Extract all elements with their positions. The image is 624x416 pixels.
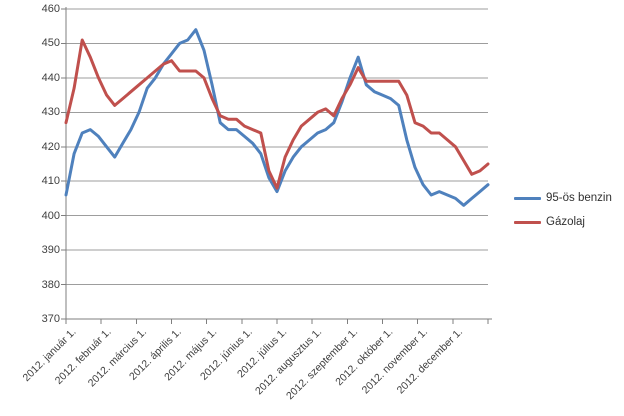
- benzin-line-swatch-icon: [514, 196, 541, 200]
- y-axis-label: 430: [41, 106, 60, 119]
- legend-item-gazolaj: Gázolaj: [514, 210, 612, 234]
- legend: 95-ös benzin Gázolaj: [514, 186, 612, 234]
- y-axis-label: 390: [41, 244, 60, 257]
- y-axis-label: 410: [41, 175, 60, 188]
- y-axis-label: 370: [41, 313, 60, 325]
- y-axis-label: 420: [41, 140, 60, 153]
- legend-item-benzin: 95-ös benzin: [514, 186, 612, 210]
- y-axis-label: 380: [41, 278, 60, 291]
- series-line-0: [64, 28, 490, 207]
- legend-label-benzin: 95-ös benzin: [546, 192, 612, 204]
- y-axis-label: 440: [41, 71, 60, 84]
- y-axis-label: 450: [41, 37, 60, 50]
- series-line-1: [64, 38, 490, 190]
- y-axis-label: 400: [41, 209, 60, 222]
- gazolaj-line-swatch-icon: [514, 220, 541, 224]
- y-axis-label: 460: [41, 3, 60, 15]
- legend-label-gazolaj: Gázolaj: [546, 216, 585, 228]
